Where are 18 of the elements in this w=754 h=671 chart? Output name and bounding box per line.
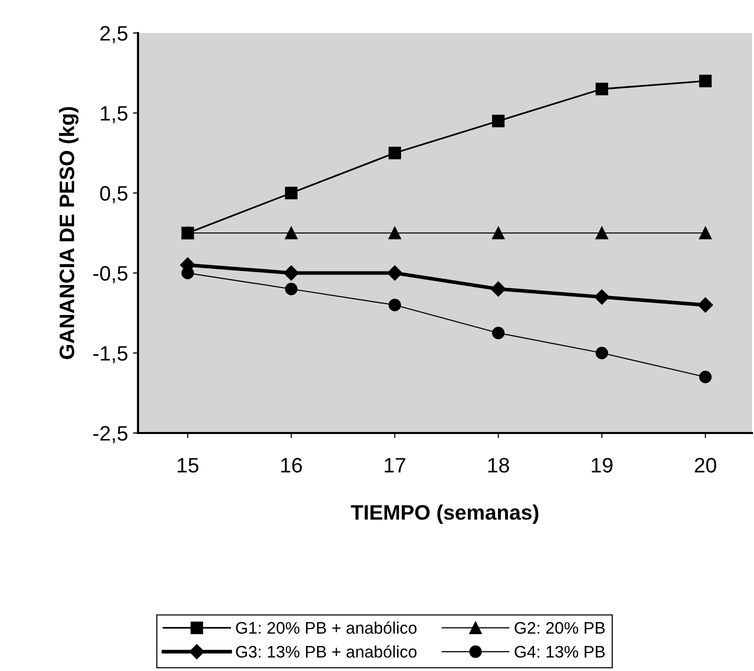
- x-tick-label: 20: [694, 458, 716, 473]
- y-tick-label: 1,5: [100, 106, 128, 124]
- x-axis-title: TIEMPO (semanas): [350, 504, 538, 524]
- y-tick-label: -0,5: [93, 266, 128, 284]
- legend-label: G1: 20% PB + anabólico: [236, 621, 417, 634]
- y-tick-label: 2,5: [100, 26, 128, 44]
- legend-label: G2: 20% PB: [514, 622, 605, 634]
- y-tick-label: -1,5: [93, 346, 128, 364]
- legend-label: G4: 13% PB: [514, 646, 605, 658]
- x-tick-label: 15: [178, 458, 198, 473]
- x-tick-label: 18: [488, 458, 510, 473]
- y-tick-label: 0,5: [100, 186, 128, 204]
- x-tick-label: 16: [281, 458, 302, 473]
- legend-label: G3: 13% PB + anabólico: [236, 645, 417, 658]
- x-tick-label: 19: [592, 458, 612, 473]
- y-tick-label: -2,5: [93, 426, 128, 444]
- y-axis-title: GANANCIA DE PESO (kg): [58, 107, 78, 360]
- x-tick-label: 17: [384, 458, 406, 472]
